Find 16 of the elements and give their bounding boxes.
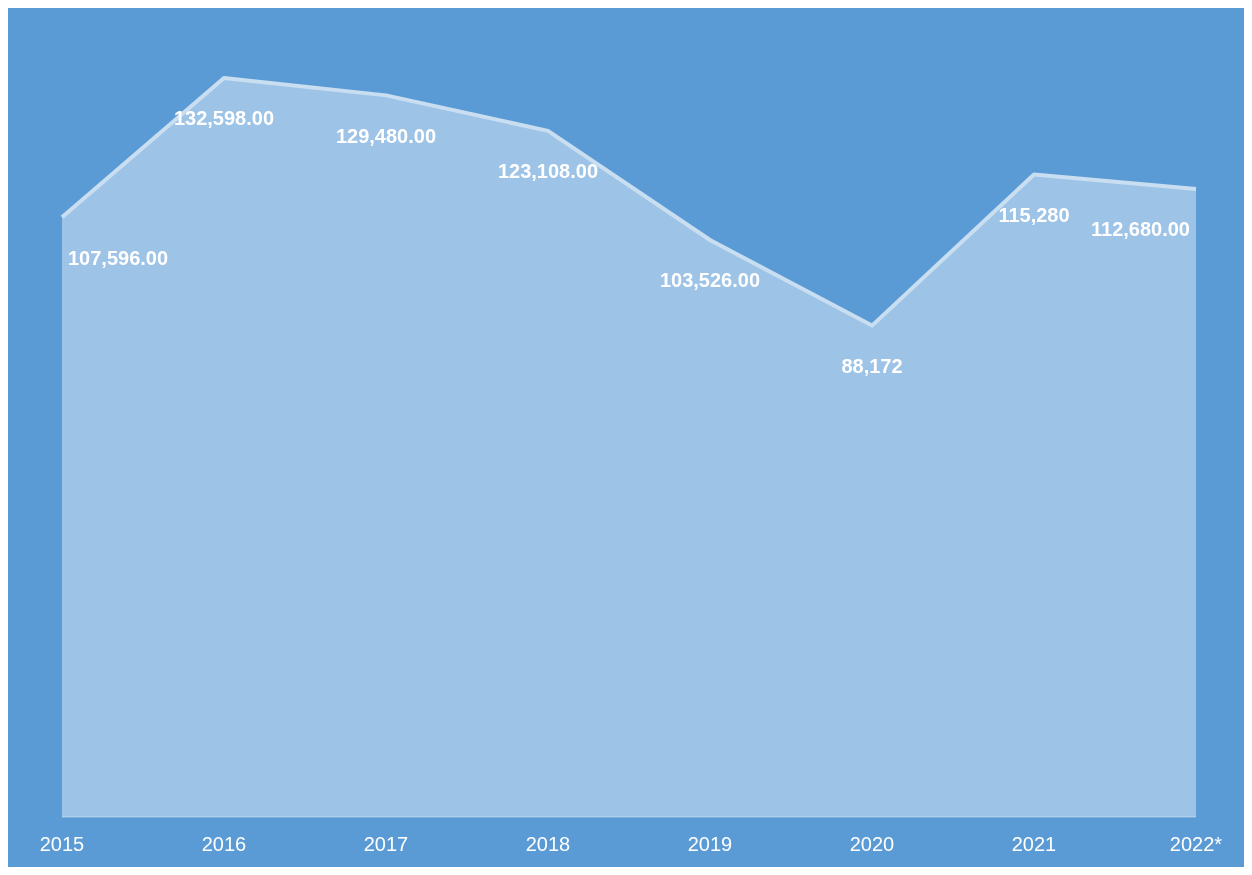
x-tick-label: 2019 xyxy=(687,833,733,856)
data-label: 129,480.00 xyxy=(335,124,437,147)
data-label: 88,172 xyxy=(841,354,903,377)
data-label: 132,598.00 xyxy=(173,107,275,130)
data-label: 112,680.00 xyxy=(1091,218,1190,241)
x-tick-label: 2022* xyxy=(1169,833,1223,856)
data-label: 103,526.00 xyxy=(659,269,761,292)
x-tick-label: 2015 xyxy=(39,833,85,856)
x-tick-label: 2016 xyxy=(201,833,247,856)
x-tick-label: 2020 xyxy=(849,833,895,856)
x-tick-label: 2017 xyxy=(363,833,409,856)
x-tick-label: 2018 xyxy=(525,833,571,856)
data-label: 115,280 xyxy=(998,203,1070,226)
x-tick-label: 2021 xyxy=(1011,833,1057,856)
data-label: 107,596.00 xyxy=(68,246,169,269)
data-label: 123,108.00 xyxy=(497,160,599,183)
